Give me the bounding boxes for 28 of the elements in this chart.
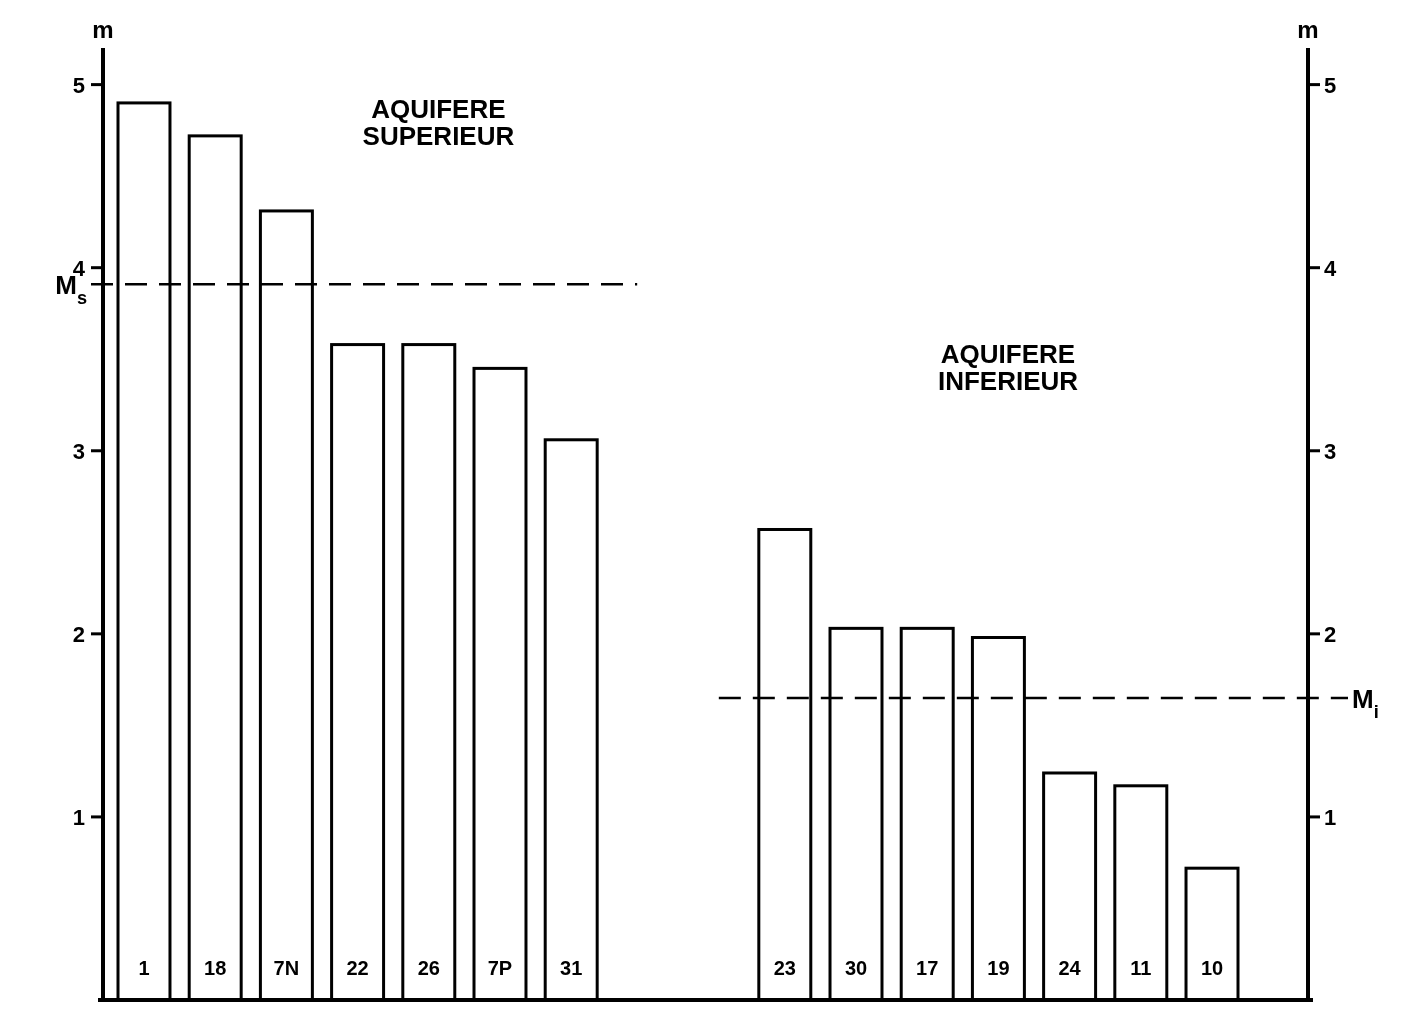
x-tick-label: 1 xyxy=(138,957,150,979)
x-tick-label: 23 xyxy=(773,957,796,979)
y-axis-title: m xyxy=(92,16,114,43)
x-tick-label: 19 xyxy=(987,957,1010,979)
y2-tick-label: 2 xyxy=(1324,621,1337,647)
x-tick-label: 31 xyxy=(560,957,583,979)
x-tick-label: 24 xyxy=(1058,957,1082,979)
y2-tick-label: 5 xyxy=(1324,72,1337,98)
x-tick-label: 18 xyxy=(204,957,227,979)
annotation: AQUIFERE INFERIEUR xyxy=(937,339,1079,396)
y-tick-label: 5 xyxy=(72,72,85,98)
ref-line-label: M$_{i}$ xyxy=(1352,683,1379,722)
x-tick-label: 30 xyxy=(844,957,868,979)
y-tick-label: 2 xyxy=(72,621,85,647)
x-tick-label: 11 xyxy=(1130,957,1152,979)
y-tick-label: 3 xyxy=(72,438,85,464)
x-tick-label: 26 xyxy=(417,957,440,979)
x-tick-label: 10 xyxy=(1200,957,1224,979)
y2-tick-label: 4 xyxy=(1324,255,1337,281)
x-tick-label: 22 xyxy=(346,957,369,979)
y2-axis-title: m xyxy=(1297,16,1319,43)
x-tick-label: 7N xyxy=(273,957,300,979)
y-tick-label: 1 xyxy=(72,804,85,830)
x-tick-label: 17 xyxy=(916,957,939,979)
y2-tick-label: 3 xyxy=(1324,438,1337,464)
annotation: AQUIFERE SUPERIEUR xyxy=(362,94,515,151)
y2-tick-label: 1 xyxy=(1324,804,1337,830)
x-tick-label: 7P xyxy=(487,957,513,979)
